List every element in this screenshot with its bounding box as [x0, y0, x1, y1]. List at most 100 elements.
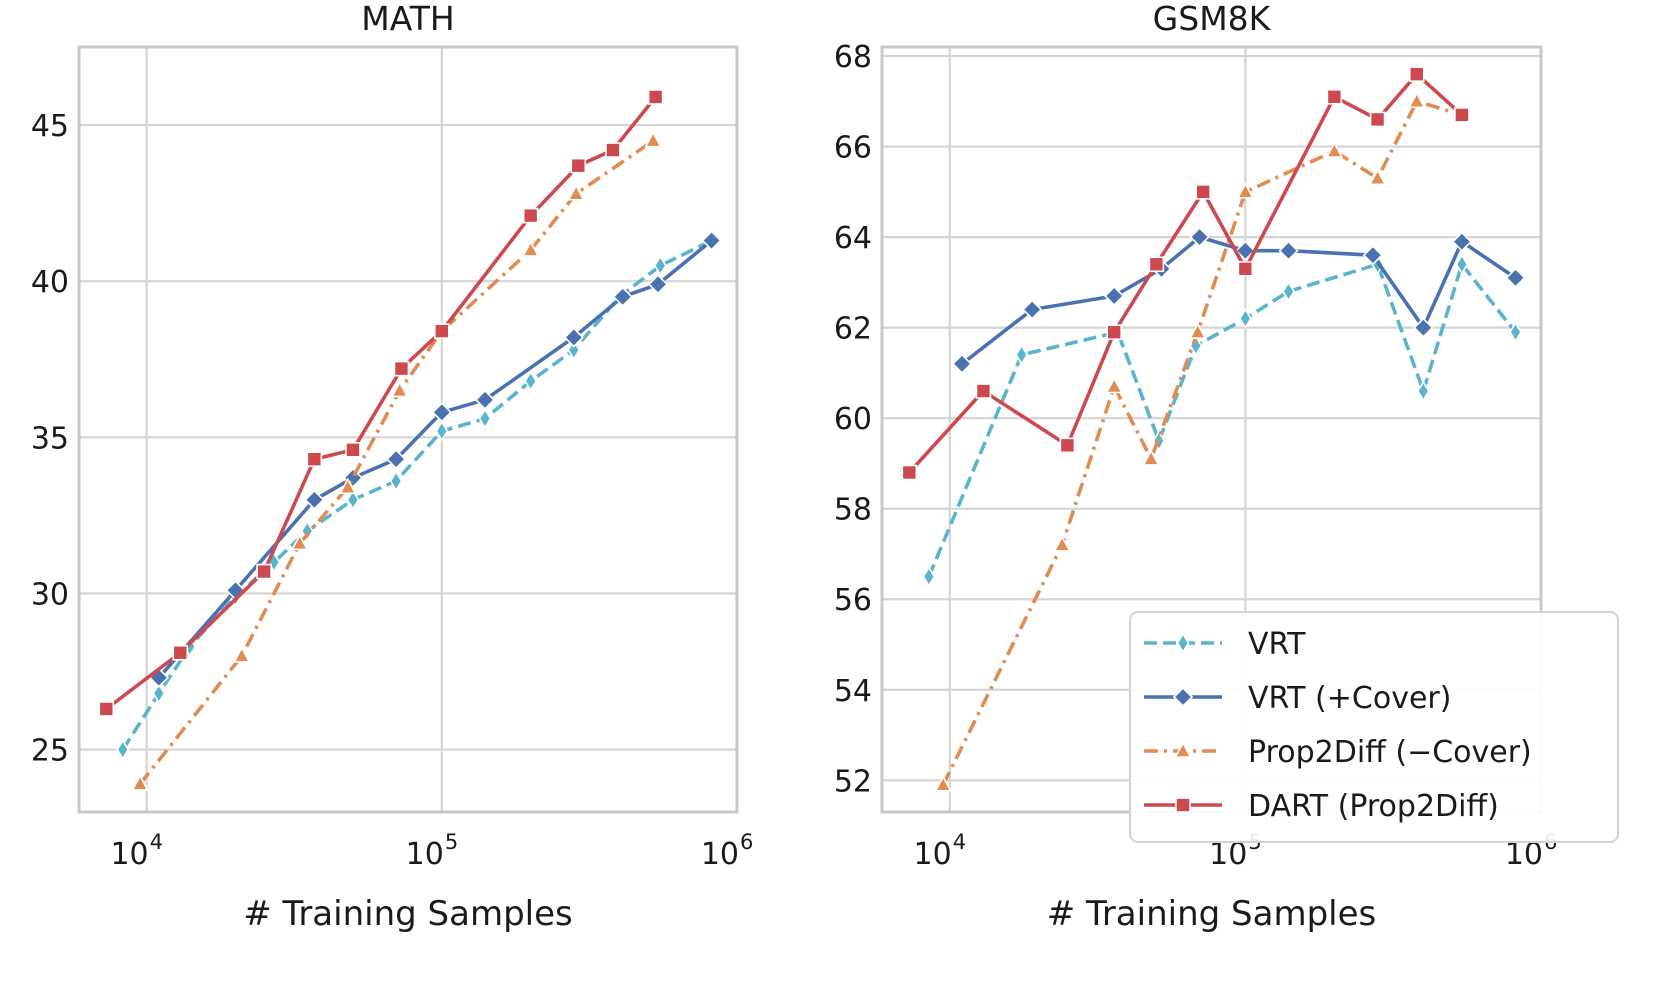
data-point — [434, 323, 450, 339]
gsm8k-panel: GSM8K525456586062646668104105106# Traini… — [834, 0, 1558, 934]
series-3 — [901, 66, 1470, 481]
data-point — [605, 142, 621, 158]
data-point — [1235, 240, 1256, 261]
data-point — [346, 489, 360, 511]
legend-marker — [1172, 686, 1194, 708]
data-point — [304, 489, 325, 510]
x-tick-label: 10 4 — [914, 830, 967, 872]
data-point — [901, 464, 918, 481]
y-tick-label: 35 — [31, 421, 69, 456]
legend-label: DART (Prop2Diff) — [1248, 789, 1499, 824]
data-point — [1408, 66, 1425, 82]
x-axis-label: # Training Samples — [1047, 894, 1376, 934]
legend-entry: Prop2Diff (−Cover) — [1144, 735, 1532, 770]
data-point — [1278, 240, 1299, 261]
data-point — [131, 774, 149, 791]
data-point — [1416, 380, 1430, 402]
data-point — [385, 449, 407, 470]
x-tick-exponent: 5 — [445, 830, 458, 854]
y-tick-label: 66 — [834, 131, 872, 166]
data-point — [1368, 168, 1387, 186]
data-point — [474, 389, 496, 410]
data-point — [1326, 88, 1343, 105]
data-point — [1362, 245, 1384, 266]
data-point — [116, 739, 130, 761]
legend-entry: VRT (+Cover) — [1144, 681, 1451, 716]
series-line — [105, 95, 658, 711]
data-point — [1104, 285, 1125, 307]
x-axis-label: # Training Samples — [243, 894, 572, 934]
plot-area — [98, 89, 722, 791]
y-tick-label: 62 — [834, 312, 872, 347]
plot-area — [901, 66, 1526, 792]
data-point — [1015, 344, 1029, 366]
data-point — [1053, 535, 1071, 552]
series-3 — [98, 89, 664, 717]
data-point — [1189, 226, 1210, 248]
data-point — [522, 207, 539, 224]
data-point — [975, 383, 992, 399]
data-point — [922, 566, 936, 588]
data-point — [345, 441, 361, 458]
series-0 — [922, 253, 1522, 588]
legend-label: Prop2Diff (−Cover) — [1248, 735, 1532, 770]
data-point — [1282, 280, 1296, 302]
data-point — [567, 339, 581, 361]
data-point — [1106, 324, 1123, 340]
y-tick-label: 56 — [834, 583, 872, 618]
data-point — [393, 360, 410, 377]
data-point — [1369, 111, 1386, 128]
data-point — [1505, 267, 1526, 288]
data-point — [647, 274, 669, 295]
data-point — [1455, 253, 1469, 275]
x-tick-exponent: 4 — [953, 830, 966, 854]
data-point — [521, 240, 540, 257]
legend-entry: VRT — [1144, 627, 1306, 662]
data-point — [612, 286, 633, 307]
legend: VRT VRT (+Cover) Prop2Diff (−Cover) DART (P… — [1129, 611, 1619, 843]
data-point — [653, 255, 667, 277]
data-point — [1413, 317, 1434, 338]
data-point — [232, 646, 251, 663]
y-tick-label: 58 — [834, 493, 872, 528]
data-point — [570, 157, 587, 174]
x-tick-base: 10 — [701, 837, 739, 872]
data-point — [1509, 321, 1522, 343]
x-tick-base: 10 — [914, 837, 952, 872]
legend-label: VRT (+Cover) — [1248, 681, 1451, 716]
data-point — [1236, 182, 1255, 199]
plot-frame — [77, 45, 739, 814]
data-point — [478, 408, 492, 430]
data-point — [431, 402, 452, 423]
data-point — [389, 470, 403, 492]
series-line — [121, 238, 713, 751]
legend-marker — [1175, 797, 1191, 813]
data-point — [563, 327, 584, 348]
x-tick-exponent: 6 — [740, 830, 753, 854]
data-point — [98, 701, 115, 717]
legend-label: VRT — [1248, 627, 1306, 662]
legend-box — [1129, 611, 1619, 843]
data-point — [338, 477, 357, 495]
data-point — [951, 353, 973, 374]
y-tick-label: 30 — [31, 577, 69, 612]
legend-marker — [1176, 632, 1190, 654]
data-point — [1454, 107, 1470, 123]
data-point — [1238, 308, 1252, 330]
data-point — [152, 682, 166, 704]
data-point — [647, 89, 664, 105]
y-tick-label: 25 — [31, 734, 69, 769]
y-tick-label: 54 — [834, 674, 872, 709]
data-point — [1451, 231, 1473, 252]
data-point — [1237, 261, 1254, 277]
data-point — [1142, 449, 1160, 466]
data-point — [934, 775, 952, 792]
y-tick-label: 64 — [834, 221, 872, 256]
data-point — [290, 533, 309, 551]
x-tick-exponent: 4 — [150, 830, 163, 854]
data-point — [390, 380, 409, 398]
